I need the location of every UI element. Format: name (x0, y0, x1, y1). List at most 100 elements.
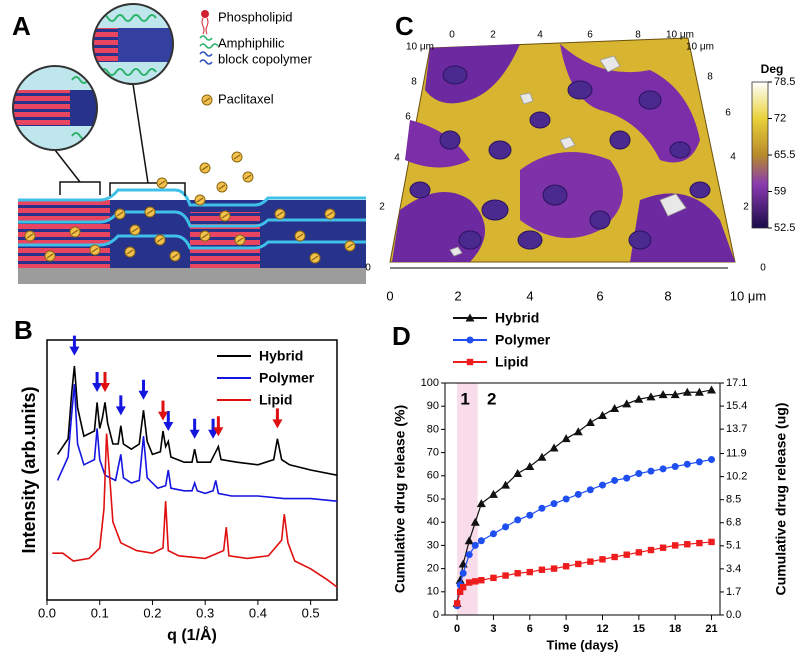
marker (611, 553, 618, 561)
x-tick-label: 3 (490, 623, 496, 635)
x-tick-label: 15 (633, 623, 645, 635)
layer-boundary (18, 234, 366, 250)
marker (696, 539, 703, 547)
peak-arrow (92, 372, 103, 392)
membrane-diagram (12, 3, 366, 284)
magnified-lipid (12, 65, 98, 151)
y2-tick-label: 15.4 (726, 400, 747, 412)
marker (610, 404, 620, 413)
legend-marker (465, 313, 475, 322)
marker (574, 490, 582, 498)
peak-arrow (189, 418, 200, 439)
afm-axis-label: 2 (454, 288, 461, 303)
marker (489, 530, 497, 538)
x-tick-label: 0.5 (302, 605, 320, 620)
marker (635, 549, 643, 556)
marker (472, 578, 479, 585)
marker (465, 551, 473, 559)
marker (708, 538, 715, 546)
marker (561, 434, 571, 443)
y-tick-label: 90 (427, 400, 439, 412)
magnified-polymer (92, 3, 174, 85)
legend-label: Hybrid (495, 310, 539, 326)
y2-tick-label: 6.8 (726, 517, 741, 529)
y-tick-label: 10 (427, 586, 439, 598)
phase-label: 2 (487, 389, 496, 408)
afm-axis-label: 8 (707, 72, 713, 83)
colorbar-tick-label: 52.5 (774, 222, 795, 234)
series-line (56, 365, 338, 476)
marker (708, 456, 716, 464)
marker (488, 489, 498, 498)
colorbar (751, 81, 769, 229)
marker (476, 499, 486, 508)
marker (598, 481, 606, 489)
marker (647, 546, 655, 554)
afm-axis-label: 8 (664, 288, 671, 303)
marker (549, 443, 559, 452)
x-tick-label: 0.2 (143, 605, 161, 620)
layer-boundary (18, 210, 366, 228)
series-line (52, 433, 338, 588)
x-tick-label: 0.0 (38, 605, 56, 620)
phase-shading (457, 383, 478, 615)
marker (562, 563, 570, 570)
panel-label: A (12, 11, 31, 41)
marker (634, 394, 644, 403)
marker (622, 399, 632, 408)
peak-arrow (213, 416, 224, 437)
afm-axis-label: 10 μm (666, 30, 694, 41)
y2-tick-label: 11.9 (726, 447, 747, 459)
y2-tick-label: 0.0 (726, 609, 741, 621)
legend-label: Polymer (259, 370, 315, 386)
marker (456, 588, 464, 595)
marker (671, 463, 679, 471)
y-tick-label: 40 (427, 516, 439, 528)
marker (587, 558, 594, 565)
peak-arrow (100, 372, 110, 392)
y2-tick-label: 8.5 (726, 494, 741, 506)
x-axis-label: q (1/Å) (167, 625, 217, 644)
afm-axis-label: 10 μm (730, 288, 766, 303)
marker (459, 569, 467, 577)
layer-boundary (18, 188, 366, 207)
peak-arrow (208, 418, 219, 439)
marker (659, 465, 667, 473)
marker (455, 575, 465, 584)
peak-arrow (69, 335, 80, 356)
afm-axis-label: 2 (490, 30, 496, 41)
y-axis-label: Intensity (arb.units) (19, 386, 39, 553)
series-line (456, 541, 712, 604)
marker (477, 537, 485, 545)
y2-tick-label: 1.7 (726, 586, 741, 598)
afm-axis-label: 4 (394, 153, 400, 164)
afm-axis-label: 6 (725, 108, 731, 119)
legend-label: Lipid (495, 354, 528, 370)
colorbar-tick-label: 65.5 (774, 149, 795, 161)
afm-surface (389, 37, 736, 263)
x-axis-label: Time (days) (546, 637, 618, 652)
legend-label: Amphiphilic (218, 35, 285, 50)
marker (623, 474, 631, 482)
plot-frame (46, 339, 338, 601)
afm-axis-label: 10 μm (686, 42, 714, 53)
afm-axis-label: 2 (743, 202, 749, 213)
afm-axis-label: 2 (379, 202, 385, 213)
marker (470, 517, 480, 526)
marker (575, 560, 582, 568)
marker (611, 476, 619, 484)
marker (478, 577, 485, 584)
marker (573, 427, 583, 436)
afm-axis-label: 6 (596, 288, 603, 303)
afm-axis-label: 0 (760, 263, 766, 274)
peak-arrow (158, 400, 168, 421)
marker (695, 458, 703, 466)
x-tick-label: 21 (705, 623, 717, 635)
marker (501, 480, 511, 489)
x-tick-label: 0 (454, 623, 460, 635)
afm-axis-label: 4 (730, 152, 736, 163)
afm-axis-label: 0 (365, 263, 371, 274)
marker (550, 500, 558, 508)
legend-label: Lipid (259, 392, 292, 408)
y2-tick-label: 3.4 (726, 563, 741, 575)
